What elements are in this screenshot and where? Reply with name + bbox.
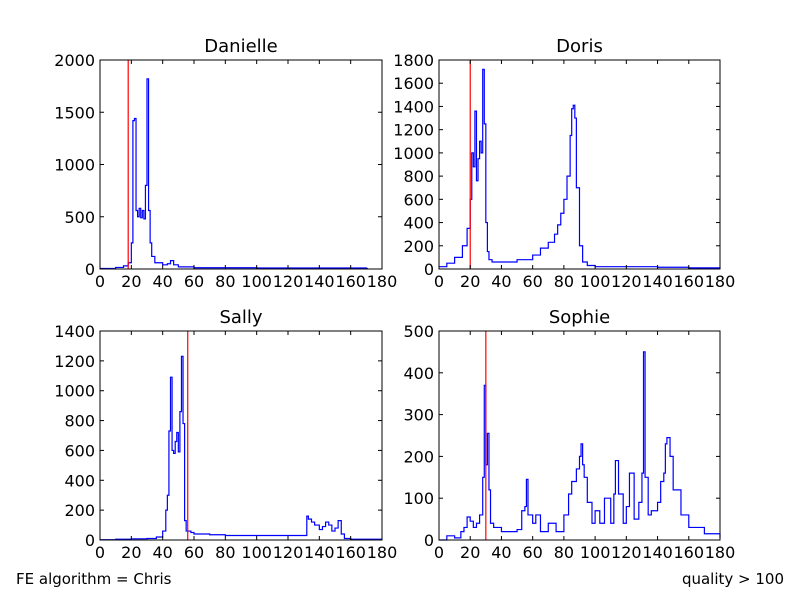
- y-tick-label: 400: [64, 471, 95, 490]
- footer-right-label: quality > 100: [682, 570, 784, 588]
- y-tick-label: 1200: [54, 352, 95, 371]
- x-tick-label: 20: [460, 272, 480, 291]
- y-tick-label: 0: [424, 260, 434, 279]
- histogram-line: [439, 68, 721, 269]
- y-tick-label: 0: [85, 260, 95, 279]
- x-tick-label: 160: [674, 543, 705, 562]
- y-tick-label: 400: [403, 214, 434, 233]
- subplot-title: Danielle: [204, 36, 277, 57]
- y-tick-label: 1000: [393, 144, 434, 163]
- axes-frame: [438, 330, 721, 541]
- footer-left-label: FE algorithm = Chris: [16, 570, 172, 588]
- x-tick-label: 40: [152, 272, 172, 291]
- y-tick-label: 500: [403, 322, 434, 341]
- x-tick-label: 160: [674, 272, 705, 291]
- x-tick-label: 160: [335, 543, 366, 562]
- x-tick-label: 60: [184, 543, 204, 562]
- x-tick-label: 0: [95, 272, 105, 291]
- x-tick-label: 140: [304, 543, 335, 562]
- x-tick-label: 20: [121, 543, 141, 562]
- y-tick-label: 1400: [54, 322, 95, 341]
- y-tick-label: 100: [403, 489, 434, 508]
- histogram-line: [100, 355, 383, 541]
- x-tick-label: 20: [460, 543, 480, 562]
- y-tick-label: 1400: [393, 97, 434, 116]
- x-tick-label: 40: [491, 543, 511, 562]
- y-tick-label: 800: [64, 412, 95, 431]
- x-tick-label: 60: [522, 543, 542, 562]
- y-tick-label: 200: [64, 501, 95, 520]
- histogram-line: [100, 78, 368, 270]
- x-tick-label: 100: [580, 543, 611, 562]
- subplot-title: Sophie: [549, 307, 610, 328]
- axes-frame: [438, 59, 721, 270]
- y-tick-label: 400: [403, 364, 434, 383]
- x-tick-label: 180: [705, 543, 736, 562]
- x-tick-label: 20: [121, 272, 141, 291]
- x-tick-label: 120: [611, 543, 642, 562]
- x-tick-label: 40: [491, 272, 511, 291]
- y-tick-label: 0: [424, 531, 434, 550]
- x-tick-label: 100: [241, 272, 272, 291]
- y-tick-label: 200: [403, 447, 434, 466]
- axes-frame: [99, 330, 383, 541]
- y-tick-label: 1600: [393, 74, 434, 93]
- axes-frame: [99, 59, 383, 270]
- y-tick-label: 1000: [54, 382, 95, 401]
- x-tick-label: 80: [554, 272, 574, 291]
- x-tick-label: 120: [611, 272, 642, 291]
- subplot-sally: Sally 0 20 40 60 80 100 120 140 160 180 0 200 400 600 8…: [54, 307, 397, 562]
- x-tick-label: 0: [434, 543, 444, 562]
- x-tick-label: 40: [152, 543, 172, 562]
- x-tick-label: 80: [554, 543, 574, 562]
- x-tick-label: 120: [273, 543, 304, 562]
- y-tick-label: 2000: [54, 51, 95, 70]
- subplot-title: Doris: [556, 36, 603, 57]
- x-tick-label: 0: [95, 543, 105, 562]
- y-tick-label: 600: [64, 441, 95, 460]
- x-tick-label: 140: [642, 543, 673, 562]
- x-tick-label: 80: [215, 272, 235, 291]
- y-tick-label: 1200: [393, 121, 434, 140]
- x-tick-label: 120: [273, 272, 304, 291]
- y-tick-label: 800: [403, 167, 434, 186]
- x-tick-label: 180: [367, 272, 398, 291]
- y-tick-label: 600: [403, 190, 434, 209]
- subplot-title: Sally: [219, 307, 262, 328]
- subplot-danielle: Danielle 0 20 40 60 80 100 120 140 160 180 0 500 1000…: [54, 36, 397, 291]
- x-tick-label: 60: [184, 272, 204, 291]
- x-tick-label: 60: [522, 272, 542, 291]
- y-tick-label: 500: [64, 208, 95, 227]
- x-tick-label: 160: [335, 272, 366, 291]
- y-tick-label: 1500: [54, 103, 95, 122]
- x-tick-label: 100: [241, 543, 272, 562]
- y-tick-label: 200: [403, 237, 434, 256]
- x-tick-label: 180: [367, 543, 398, 562]
- x-tick-label: 80: [215, 543, 235, 562]
- y-tick-label: 300: [403, 406, 434, 425]
- x-tick-label: 100: [580, 272, 611, 291]
- x-tick-label: 140: [642, 272, 673, 291]
- y-tick-label: 1800: [393, 51, 434, 70]
- x-tick-label: 0: [434, 272, 444, 291]
- x-tick-label: 140: [304, 272, 335, 291]
- y-tick-label: 0: [85, 531, 95, 550]
- histogram-line: [439, 351, 721, 541]
- x-tick-label: 180: [705, 272, 736, 291]
- y-tick-label: 1000: [54, 156, 95, 175]
